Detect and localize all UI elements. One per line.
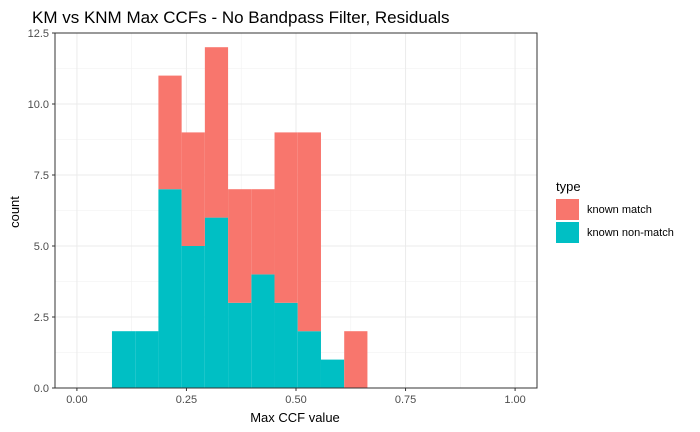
bar-known-non-match [297,331,321,388]
x-axis-title: Max CCF value [250,410,340,425]
x-tick-label: 0.75 [395,394,416,406]
y-tick-label: 7.5 [34,170,49,182]
bar-known-match [251,189,275,275]
y-tick-label: 12.5 [28,28,49,40]
bar-known-non-match [228,302,252,388]
bar-known-non-match [204,217,229,388]
bar-known-non-match [251,274,275,388]
bar-known-match [344,331,368,388]
x-tick-label: 0.50 [285,394,306,406]
legend-label: known match [587,204,652,216]
y-tick-label: 2.5 [34,312,49,324]
bar-known-match [297,132,321,332]
bar-known-non-match [135,331,159,388]
chart-title: KM vs KNM Max CCFs - No Bandpass Filter,… [32,8,450,27]
bar-known-non-match [181,246,205,388]
bar-known-match [158,75,182,190]
y-tick-label: 5.0 [34,241,49,253]
legend: type known match known non-match [556,179,674,243]
bar-known-non-match [274,302,298,388]
bars [111,47,368,388]
axis-ticks: 0.00 0.25 0.50 0.75 1.00 0.0 2.5 5.0 7.5 10.0 12.5 [28,28,526,406]
legend-swatch [556,199,579,220]
bar-known-match [204,47,229,218]
bar-known-non-match [320,359,345,388]
legend-title: type [556,179,581,194]
bar-known-match [228,189,252,303]
legend-label: known non-match [587,227,674,239]
bar-known-match [274,132,298,303]
x-tick-label: 0.25 [176,394,197,406]
y-tick-label: 0.0 [34,383,49,395]
y-axis-title: count [7,196,22,228]
x-tick-label: 1.00 [504,394,525,406]
bar-known-match [181,132,205,246]
y-tick-label: 10.0 [28,99,49,111]
bar-known-non-match [158,189,182,388]
bar-known-non-match [111,331,136,388]
legend-swatch [556,222,579,243]
x-tick-label: 0.00 [66,394,87,406]
